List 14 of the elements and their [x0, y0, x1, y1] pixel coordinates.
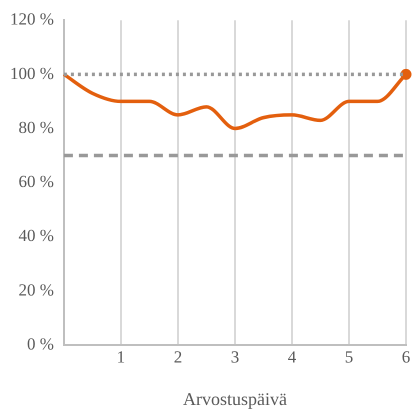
x-tick-label: 2 [174, 348, 182, 367]
y-tick-label: 40 % [18, 226, 54, 246]
y-tick-label: 0 % [26, 334, 54, 354]
x-tick-label: 1 [116, 348, 126, 367]
y-tick-label: 80 % [18, 118, 54, 137]
y-tick-label: 100 % [10, 64, 54, 83]
y-tick-label: 120 % [10, 10, 54, 29]
x-tick-label: 6 [402, 348, 410, 367]
y-tick-label: 20 % [18, 280, 54, 300]
y-tick-label: 60 % [18, 172, 54, 192]
x-tick-label: 5 [344, 348, 354, 367]
x-tick-label: 3 [230, 348, 240, 367]
x-tick-label: 4 [288, 348, 297, 367]
x-axis-title: Arvostuspäivä [182, 388, 287, 409]
